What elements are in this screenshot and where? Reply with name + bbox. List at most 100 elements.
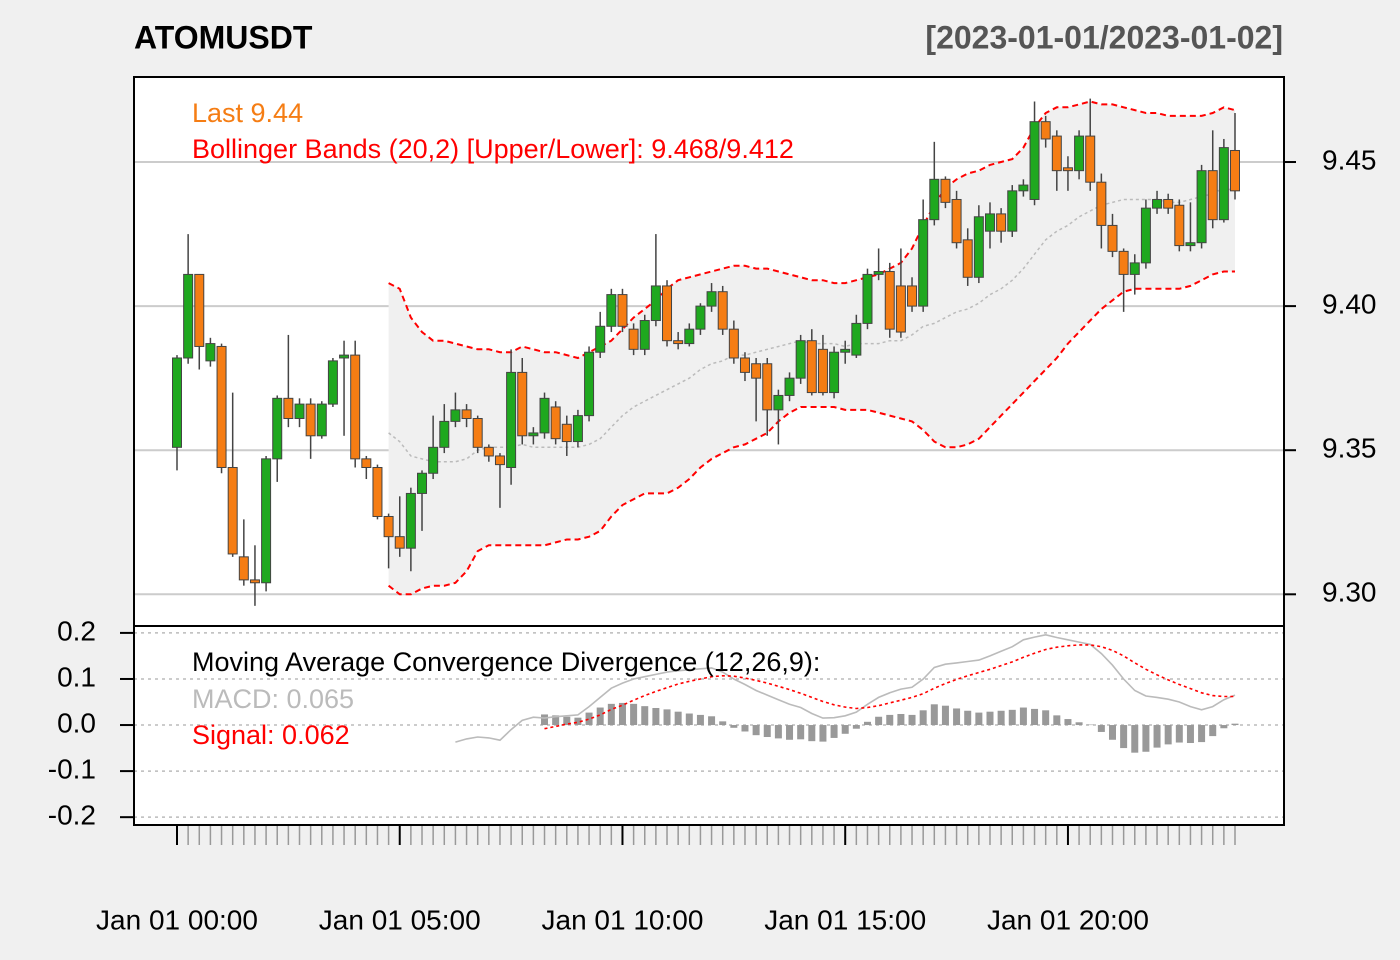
- candle-body: [784, 377, 795, 396]
- candle-body: [684, 328, 695, 345]
- y-tick-label: 9.35: [1322, 433, 1377, 464]
- candle-body: [817, 348, 828, 394]
- candle-body: [1074, 135, 1085, 172]
- histogram-bar: [674, 711, 682, 726]
- x-tick-label: Jan 01 20:00: [987, 904, 1149, 935]
- band-upper: [388, 100, 1236, 360]
- candle-body: [929, 178, 940, 221]
- candle-body: [550, 406, 561, 440]
- candle-body: [907, 285, 918, 307]
- candle-body: [873, 271, 884, 275]
- candle-body: [1230, 149, 1240, 192]
- candle-body: [1152, 198, 1163, 209]
- candle-body: [851, 322, 862, 356]
- candle-body: [617, 294, 628, 327]
- chart-subtitle: [2023-01-01/2023-01-02]: [925, 19, 1283, 55]
- candle-body: [294, 403, 305, 420]
- histogram-bar: [1198, 725, 1206, 743]
- candle-body: [472, 418, 483, 448]
- histogram-bar: [975, 712, 983, 726]
- histogram-bar: [830, 725, 838, 738]
- histogram-bar: [663, 709, 671, 726]
- legend-entry: Signal: 0.062: [192, 720, 350, 750]
- histogram-bar: [1053, 715, 1061, 726]
- candle-body: [762, 363, 773, 411]
- candle-body: [339, 354, 350, 359]
- candle-body: [305, 403, 316, 437]
- histogram-bar: [908, 714, 916, 726]
- histogram-bar: [863, 721, 871, 726]
- candle-body: [1218, 147, 1229, 221]
- histogram-bar: [997, 710, 1005, 726]
- candle-body: [383, 515, 394, 538]
- x-tick-label: Jan 01 10:00: [542, 904, 704, 935]
- y-tick-label: 0.1: [57, 661, 96, 692]
- histogram-bar: [585, 712, 593, 726]
- macd-title: Moving Average Convergence Divergence (1…: [192, 647, 820, 677]
- candle-body: [417, 472, 428, 494]
- histogram-bar: [630, 703, 638, 726]
- histogram-bar: [797, 725, 805, 740]
- x-tick-label: Jan 01 00:00: [96, 904, 258, 935]
- histogram-bar: [953, 708, 961, 726]
- histogram-bar: [1075, 722, 1083, 726]
- candle-body: [739, 357, 750, 373]
- histogram-bar: [741, 725, 749, 732]
- candle-body: [506, 371, 517, 468]
- candle-body: [405, 492, 416, 549]
- histogram-bar: [1097, 725, 1105, 732]
- candle-body: [428, 446, 439, 474]
- candle-body: [439, 420, 450, 448]
- candle-body: [628, 328, 639, 350]
- histogram-bar: [596, 707, 604, 726]
- candle-body: [517, 371, 528, 437]
- annotation: Bollinger Bands (20,2) [Upper/Lower]: 9.…: [192, 134, 794, 164]
- candle-body: [717, 291, 728, 330]
- histogram-bar: [1142, 725, 1150, 752]
- candle-body: [1007, 190, 1018, 232]
- candle-body: [450, 409, 461, 422]
- candle-body: [261, 458, 272, 584]
- candle-body: [483, 446, 494, 457]
- histogram-bar: [708, 716, 716, 726]
- candle-body: [572, 415, 583, 443]
- candle-body: [973, 216, 984, 278]
- candle-body: [205, 343, 216, 362]
- histogram-bar: [730, 725, 738, 728]
- histogram-bar: [552, 715, 560, 726]
- candle-body: [795, 340, 806, 379]
- candle-body: [662, 285, 673, 342]
- histogram-bar: [964, 710, 972, 726]
- histogram-bar: [652, 707, 660, 726]
- histogram-bar: [1120, 725, 1128, 749]
- y-tick-label: 9.45: [1322, 144, 1377, 175]
- candle-body: [1185, 242, 1196, 247]
- candle-body: [350, 354, 361, 460]
- candle-body: [539, 397, 550, 434]
- histogram-bar: [774, 725, 782, 739]
- candle-body: [706, 291, 717, 307]
- candle-body: [673, 340, 684, 345]
- candle-body: [895, 285, 906, 333]
- histogram-bar: [1131, 725, 1139, 753]
- candle-body: [272, 397, 283, 460]
- histogram-bar: [685, 713, 693, 726]
- histogram-bar: [1031, 708, 1039, 726]
- candle-body: [773, 394, 784, 411]
- candle-body: [829, 351, 840, 394]
- candle-body: [561, 423, 572, 443]
- candle-body: [840, 348, 851, 353]
- histogram-bar: [1008, 709, 1016, 726]
- histogram-bar: [696, 714, 704, 726]
- x-tick-label: Jan 01 15:00: [764, 904, 926, 935]
- candle-body: [695, 305, 706, 330]
- candle-body: [996, 213, 1007, 232]
- y-tick-label: -0.1: [48, 753, 96, 784]
- candle-body: [1040, 121, 1051, 140]
- candle-body: [238, 556, 249, 581]
- candle-body: [372, 466, 383, 517]
- histogram-bar: [1086, 724, 1094, 726]
- histogram-bar: [1175, 725, 1183, 743]
